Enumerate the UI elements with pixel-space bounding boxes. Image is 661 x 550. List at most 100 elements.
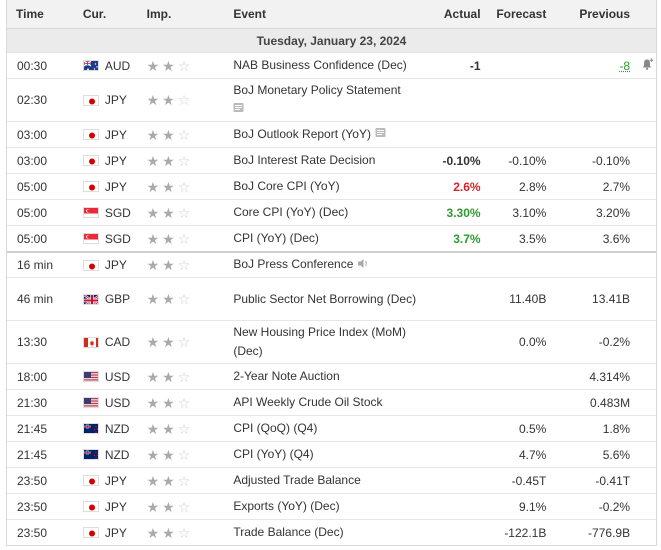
star-icon: ★: [162, 126, 175, 143]
currency-code: NZD: [104, 447, 130, 462]
importance-stars: ★ ★ ☆: [147, 292, 191, 306]
table-row[interactable]: 21:30 USD ★ ★ ☆ API Weekly Crude Oil Stock 0.4…: [7, 389, 656, 415]
forecast-value: 0.0%: [518, 335, 547, 349]
event-name[interactable]: Adjusted Trade Balance: [233, 473, 361, 487]
table-row[interactable]: 46 min GBP ★ ★ ☆ Public Sector Net Borrowing …: [7, 277, 656, 320]
previous-value: -0.10%: [592, 153, 631, 168]
jp-flag-icon: [82, 155, 99, 166]
table-row[interactable]: 23:50 JPY ★ ★ ☆ Adjusted Trade Balance -0.45T -…: [7, 467, 656, 493]
event-name[interactable]: Exports (YoY) (Dec): [233, 499, 340, 513]
event-name[interactable]: BoJ Press Conference: [233, 257, 354, 272]
event-name[interactable]: Trade Balance (Dec): [233, 525, 344, 539]
event-name[interactable]: API Weekly Crude Oil Stock: [233, 395, 383, 409]
header-forecast[interactable]: Forecast: [496, 7, 547, 21]
star-icon: ☆: [177, 472, 191, 489]
table-row[interactable]: 03:00 JPY ★ ★ ☆ BoJ Outlook Report (YoY): [7, 121, 656, 147]
star-icon: ★: [162, 291, 175, 307]
star-icon: ★: [162, 230, 175, 247]
document-icon[interactable]: [233, 100, 244, 119]
previous-value: -0.2%: [598, 335, 631, 349]
table-row[interactable]: 03:00 JPY ★ ★ ☆ BoJ Interest Rate Decision -0.…: [7, 147, 656, 173]
currency-code: SGD: [104, 205, 131, 220]
star-icon: ★: [146, 152, 160, 169]
event-name[interactable]: BoJ Interest Rate Decision: [233, 153, 376, 167]
forecast-value: 3.10%: [512, 205, 547, 220]
table-row[interactable]: 18:00 USD ★ ★ ☆ 2-Year Note Auction 4.314%: [7, 363, 656, 389]
star-icon: ★: [146, 257, 160, 273]
table-row[interactable]: 05:00 SGD ★ ★ ☆ CPI (YoY) (Dec) 3.7% 3.5% 3.6%: [7, 225, 656, 251]
event-time: 03:00: [17, 153, 48, 168]
header-previous[interactable]: Previous: [579, 7, 631, 21]
event-time: 23:50: [17, 473, 48, 488]
nz-flag-icon: [82, 423, 99, 434]
event-name[interactable]: BoJ Outlook Report (YoY): [233, 126, 371, 141]
star-icon: ★: [162, 178, 175, 195]
jp-flag-icon: [82, 475, 99, 486]
gb-flag-icon: [82, 293, 99, 305]
star-icon: ★: [162, 57, 175, 74]
au-flag-icon: [82, 60, 99, 71]
currency-code: NZD: [104, 421, 130, 436]
star-icon: ★: [146, 446, 160, 463]
forecast-value: 4.7%: [518, 447, 547, 462]
forecast-value: 2.8%: [518, 179, 547, 194]
event-name[interactable]: CPI (QoQ) (Q4): [233, 421, 318, 435]
table-row[interactable]: 00:30 AUD ★ ★ ☆ NAB Business Confidence (Dec)…: [7, 52, 656, 78]
star-icon: ★: [162, 152, 175, 169]
table-header: Time Cur. Imp. Event Actual Forecast Pre…: [7, 0, 656, 29]
event-name[interactable]: NAB Business Confidence (Dec): [233, 58, 407, 72]
header-currency[interactable]: Cur.: [82, 7, 107, 21]
importance-stars: ★ ★ ☆: [147, 448, 191, 462]
event-name[interactable]: CPI (YoY) (Q4): [233, 447, 314, 461]
actual-value: -0.10%: [442, 153, 481, 168]
importance-stars: ★ ★ ☆: [147, 180, 191, 194]
previous-value: 0.483M: [590, 395, 631, 410]
event-name[interactable]: BoJ Core CPI (YoY): [233, 179, 340, 193]
currency-code: JPY: [104, 499, 127, 514]
event-name[interactable]: 2-Year Note Auction: [233, 369, 340, 383]
jp-flag-icon: [82, 94, 99, 106]
currency-code: CAD: [104, 335, 131, 349]
header-actual[interactable]: Actual: [443, 7, 481, 21]
forecast-value: 0.5%: [518, 421, 547, 436]
date-row: Tuesday, January 23, 2024: [7, 29, 656, 52]
star-icon: ★: [146, 368, 160, 385]
jp-flag-icon: [82, 129, 99, 140]
event-time: 18:00: [17, 369, 48, 384]
importance-stars: ★ ★ ☆: [147, 335, 191, 349]
event-time: 21:45: [17, 447, 48, 462]
event-name[interactable]: New Housing Price Index (MoM) (Dec): [233, 325, 407, 358]
header-event[interactable]: Event: [233, 6, 267, 21]
table-row[interactable]: 21:45 NZD ★ ★ ☆ CPI (QoQ) (Q4) 0.5% 1.8%: [7, 415, 656, 441]
table-row[interactable]: 16 min JPY ★ ★ ☆ BoJ Press Conference: [7, 251, 656, 277]
table-row[interactable]: 21:45 NZD ★ ★ ☆ CPI (YoY) (Q4) 4.7% 5.6%: [7, 441, 656, 467]
star-icon: ☆: [177, 230, 191, 247]
table-row[interactable]: 13:30 CAD ★ ★ ☆ New Housing Price Index (MoM)…: [7, 320, 656, 363]
header-importance[interactable]: Imp.: [146, 7, 172, 21]
date-label: Tuesday, January 23, 2024: [256, 33, 407, 48]
event-time: 23:50: [17, 525, 48, 540]
table-row[interactable]: 23:50 JPY ★ ★ ☆ Exports (YoY) (Dec) 9.1% -0.2%: [7, 493, 656, 519]
event-name[interactable]: CPI (YoY) (Dec): [233, 231, 319, 245]
table-row[interactable]: 05:00 SGD ★ ★ ☆ Core CPI (YoY) (Dec) 3.30% 3.10…: [7, 199, 656, 225]
event-name[interactable]: Core CPI (YoY) (Dec): [233, 205, 349, 219]
speaker-icon[interactable]: [357, 256, 370, 275]
event-name[interactable]: BoJ Monetary Policy Statement: [233, 82, 401, 97]
event-name[interactable]: Public Sector Net Borrowing (Dec): [233, 291, 417, 306]
event-time: 21:30: [17, 395, 48, 410]
previous-value: -776.9B: [588, 525, 631, 540]
table-row[interactable]: 02:30 JPY ★ ★ ☆ BoJ Monetary Policy Statement: [7, 78, 656, 121]
star-icon: ☆: [177, 446, 191, 463]
table-row[interactable]: 05:00 JPY ★ ★ ☆ BoJ Core CPI (YoY) 2.6% 2.8% 2.7…: [7, 173, 656, 199]
actual-value: -1: [469, 58, 481, 73]
star-icon: ★: [146, 420, 160, 437]
star-icon: ★: [146, 291, 160, 307]
table-row[interactable]: 23:50 JPY ★ ★ ☆ Trade Balance (Dec) -122.1B -77…: [7, 519, 656, 545]
star-icon: ★: [162, 446, 175, 463]
star-icon: ★: [146, 178, 160, 195]
bell-icon[interactable]: [641, 58, 654, 74]
document-icon[interactable]: [375, 125, 386, 144]
header-time[interactable]: Time: [16, 7, 44, 21]
event-time: 46 min: [17, 292, 54, 306]
importance-stars: ★ ★ ☆: [147, 93, 191, 107]
